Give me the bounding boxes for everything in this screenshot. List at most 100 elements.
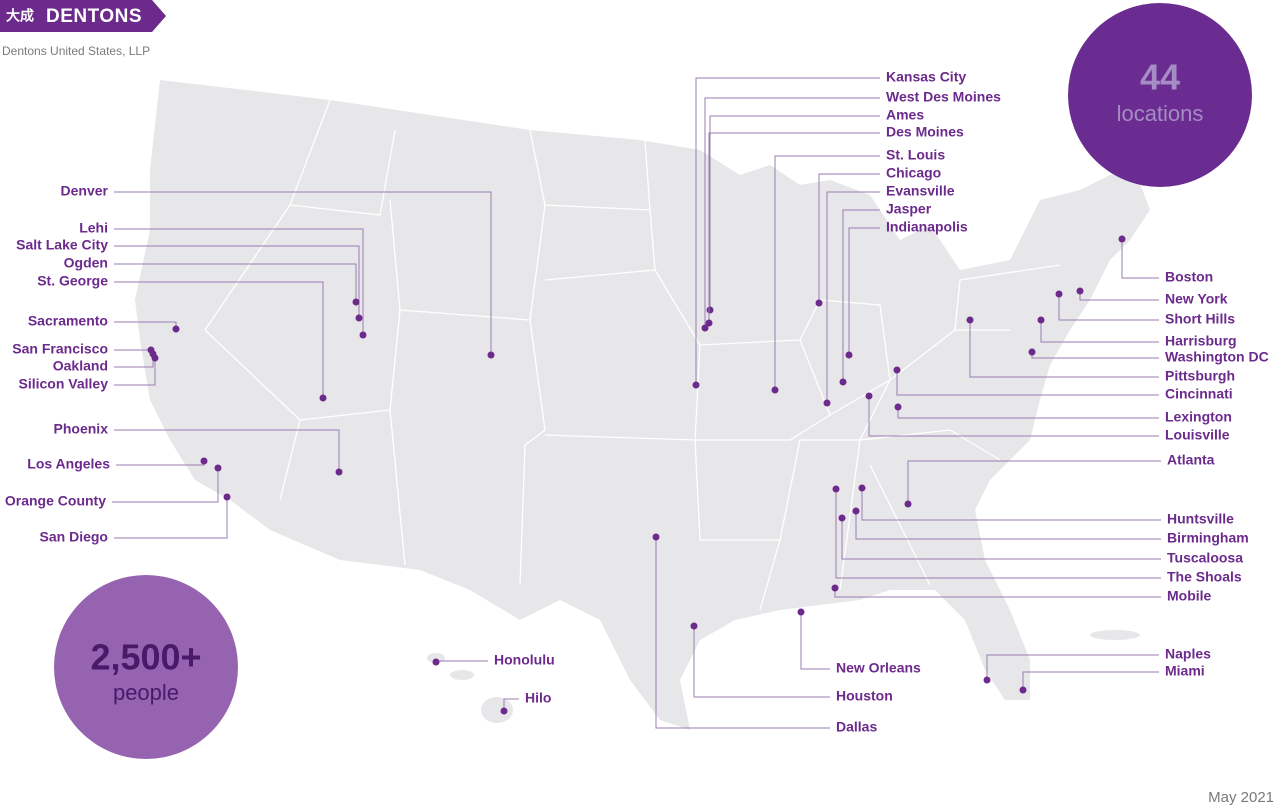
leader-line [818, 173, 880, 303]
location-label: Lehi [79, 220, 108, 236]
logo: 大成 DENTONS [0, 0, 166, 32]
location-dot [966, 316, 974, 324]
location-label: Jasper [886, 201, 932, 217]
location-label: Atlanta [1167, 452, 1215, 468]
location-dot [151, 354, 159, 362]
location-label: West Des Moines [886, 89, 1001, 105]
leader-line [1022, 671, 1159, 690]
location-label: Miami [1165, 663, 1205, 679]
location-label: San Diego [40, 529, 108, 545]
leader-line [693, 626, 830, 698]
location-dot [865, 392, 873, 400]
leader-line [695, 77, 880, 385]
logo-text: DENTONS [46, 6, 142, 27]
location-dot [352, 298, 360, 306]
location-label: St. George [37, 273, 108, 289]
location-dot [838, 514, 846, 522]
date: May 2021 [1208, 789, 1274, 806]
logo-mark: 大成 [6, 8, 34, 24]
leader-line [842, 209, 880, 382]
leader-line [897, 407, 1159, 419]
leader-line [114, 281, 324, 398]
location-dot [701, 324, 709, 332]
stat-label: people [113, 680, 179, 705]
stat-label: locations [1117, 101, 1204, 126]
location-label: Cincinnati [1165, 386, 1233, 402]
leader-line [826, 191, 880, 403]
location-dot [214, 464, 222, 472]
location-label: Pittsburgh [1165, 368, 1235, 384]
location-dot [1076, 287, 1084, 295]
location-label: Mobile [1167, 588, 1212, 604]
location-label: Harrisburg [1165, 333, 1237, 349]
location-label: Oakland [53, 358, 108, 374]
stat-value: 44 [1140, 57, 1180, 98]
leader-line [708, 132, 880, 323]
location-dot [797, 608, 805, 616]
location-label: Ames [886, 107, 924, 123]
location-dot [355, 314, 363, 322]
location-label: Salt Lake City [16, 237, 108, 253]
location-label: Des Moines [886, 124, 964, 140]
location-dot [852, 507, 860, 515]
leader-line [774, 155, 880, 390]
location-dot [1019, 686, 1027, 694]
location-label: Chicago [886, 165, 941, 181]
leader-line [868, 396, 1159, 437]
location-dot [893, 366, 901, 374]
location-dot [319, 394, 327, 402]
location-dot [335, 468, 343, 476]
location-dot [983, 676, 991, 684]
location-label: Sacramento [28, 313, 108, 329]
location-dot [831, 584, 839, 592]
leader-line [907, 460, 1161, 504]
location-label: Silicon Valley [19, 376, 109, 392]
location-label: Ogden [64, 255, 108, 271]
location-dot [652, 533, 660, 541]
leader-line [835, 489, 1161, 579]
location-label: Dallas [836, 719, 877, 735]
location-label: Short Hills [1165, 311, 1235, 327]
location-dot [690, 622, 698, 630]
location-dot [1028, 348, 1036, 356]
locations-badge: 44 locations [1068, 3, 1252, 187]
leader-line [704, 97, 880, 328]
location-label: Lexington [1165, 409, 1232, 425]
us-map [135, 80, 1150, 730]
location-label: Honolulu [494, 652, 555, 668]
leader-line [655, 537, 830, 729]
leader-line [861, 488, 1161, 521]
location-dot [692, 381, 700, 389]
leader-line [709, 115, 880, 310]
location-label: Indianapolis [886, 219, 968, 235]
location-label: Denver [61, 183, 109, 199]
location-label: Kansas City [886, 69, 966, 85]
location-label: Hilo [525, 690, 551, 706]
location-label: Phoenix [54, 421, 109, 437]
location-label: New Orleans [836, 660, 921, 676]
location-label: Los Angeles [27, 456, 110, 472]
location-label: Washington DC [1165, 349, 1269, 365]
leader-line [1121, 239, 1159, 279]
leader-line [114, 191, 492, 355]
location-label: The Shoals [1167, 569, 1242, 585]
leader-line [848, 227, 880, 355]
leader-line [1040, 320, 1159, 343]
leader-line [114, 245, 360, 318]
leader-line [896, 370, 1159, 396]
leader-line [114, 497, 228, 539]
leader-line [114, 263, 357, 302]
leader-line [114, 358, 156, 386]
location-dot [172, 325, 180, 333]
location-label: Boston [1165, 269, 1213, 285]
stat-value: 2,500+ [90, 637, 201, 678]
location-label: St. Louis [886, 147, 945, 163]
location-dot [771, 386, 779, 394]
location-dot [1037, 316, 1045, 324]
location-label: Naples [1165, 646, 1211, 662]
location-dot [500, 707, 508, 715]
location-label: San Francisco [12, 341, 108, 357]
leader-line [1058, 294, 1159, 321]
